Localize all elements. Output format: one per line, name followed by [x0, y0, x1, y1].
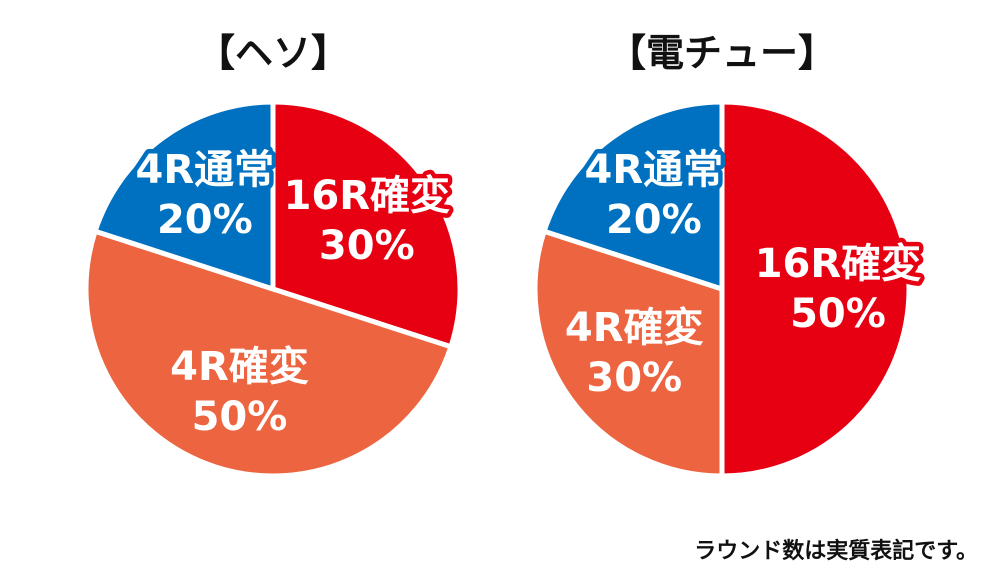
slice-value-label: 30% — [586, 355, 682, 401]
pie-slice — [719, 99, 912, 479]
slice-category-label: 4R通常 — [585, 147, 724, 193]
slice-category-label: 16R確変 — [284, 173, 450, 219]
slice-category-label: 4R確変 — [170, 344, 309, 390]
slice-value-label: 50% — [790, 291, 886, 337]
pie-slice — [532, 228, 725, 479]
chart-title: 【ヘソ】 — [197, 31, 349, 75]
pie-slice — [541, 99, 725, 293]
slice-category-label: 4R通常 — [136, 147, 275, 193]
slice-value-label: 20% — [157, 197, 253, 243]
slice-category-label: 4R確変 — [565, 305, 704, 351]
pie-slice — [92, 99, 276, 293]
pie-slice — [270, 99, 463, 350]
slice-value-label: 50% — [192, 394, 288, 440]
footnote: ラウンド数は実質表記です。 — [694, 539, 978, 564]
slice-value-label: 30% — [319, 223, 415, 269]
slice-value-label: 20% — [606, 197, 702, 243]
slice-category-label: 16R確変 — [755, 241, 921, 287]
chart-title: 【電チュー】 — [608, 31, 836, 75]
pie-slice — [83, 228, 455, 479]
